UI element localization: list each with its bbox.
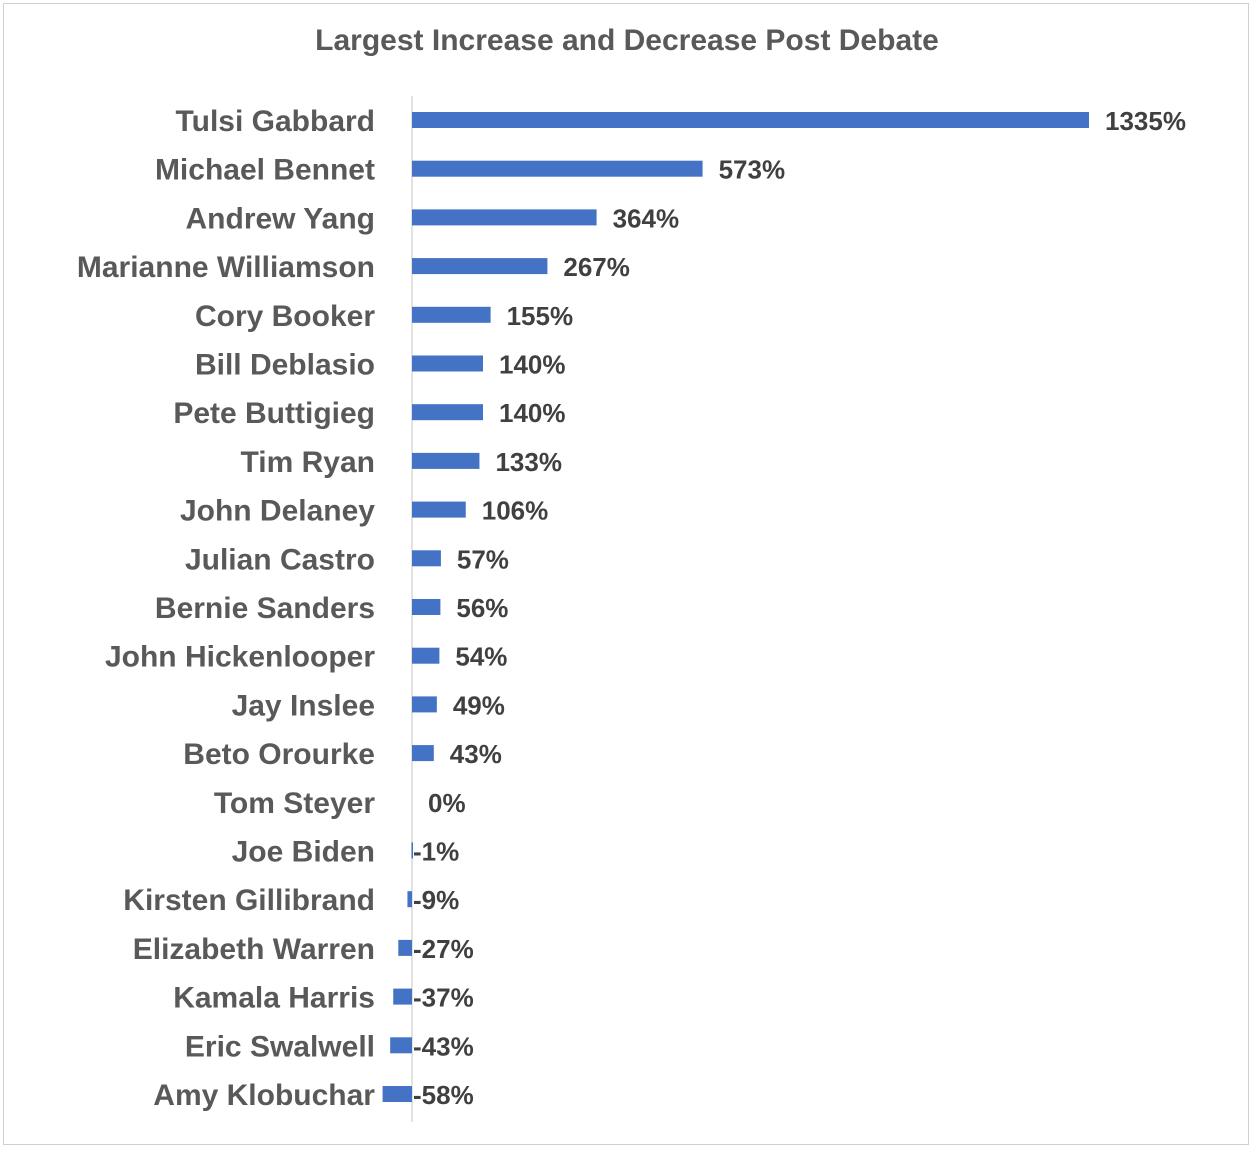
data-label: 43%	[450, 739, 502, 769]
category-label: Jay Inslee	[232, 689, 375, 722]
data-label: 133%	[495, 447, 561, 477]
data-label: 364%	[613, 203, 680, 233]
bar	[412, 160, 703, 177]
data-label: -1%	[413, 837, 459, 867]
data-label: 267%	[563, 252, 630, 282]
bar	[382, 1086, 412, 1102]
bar	[393, 988, 412, 1005]
bar	[412, 452, 480, 469]
data-label: 54%	[455, 642, 507, 672]
data-label: 56%	[456, 593, 508, 623]
bar	[412, 599, 441, 615]
bar	[412, 355, 483, 372]
category-label: Joe Biden	[232, 836, 375, 869]
category-label: Tim Ryan	[241, 446, 376, 479]
data-label: -58%	[413, 1080, 474, 1110]
chart-frame	[3, 3, 1249, 1145]
category-label: Tom Steyer	[214, 787, 375, 820]
data-label: 106%	[482, 496, 548, 526]
category-label: Marianne Williamson	[77, 251, 375, 284]
bar	[412, 647, 440, 664]
category-label: Bill Deblasio	[195, 349, 375, 382]
data-label: 140%	[499, 350, 565, 380]
category-label: John Hickenlooper	[105, 641, 375, 674]
category-label: Tulsi Gabbard	[176, 105, 375, 138]
data-label: 140%	[499, 398, 565, 428]
data-label: 0%	[428, 788, 466, 818]
data-label: 573%	[719, 155, 786, 185]
data-label: 49%	[453, 690, 505, 720]
category-label: Beto Orourke	[183, 738, 375, 771]
bar	[412, 112, 1089, 128]
bar	[412, 696, 437, 713]
category-label: Eric Swalwell	[185, 1030, 375, 1063]
category-label: Amy Klobuchar	[153, 1079, 375, 1112]
bar	[407, 891, 412, 908]
bar	[412, 501, 466, 518]
bar	[390, 1037, 412, 1054]
category-label: Kirsten Gillibrand	[123, 884, 375, 917]
bar	[412, 209, 597, 226]
data-label: 1335%	[1105, 106, 1186, 136]
category-label: Cory Booker	[195, 300, 375, 333]
category-label: Kamala Harris	[173, 982, 375, 1015]
category-label: John Delaney	[180, 495, 375, 528]
data-label: -43%	[413, 1031, 474, 1061]
bar	[411, 842, 413, 859]
bar	[412, 745, 434, 762]
data-label: -37%	[413, 983, 474, 1013]
bar	[412, 258, 548, 275]
bar	[412, 306, 491, 323]
data-label: 57%	[457, 544, 509, 574]
category-label: Elizabeth Warren	[133, 933, 375, 966]
category-label: Julian Castro	[185, 543, 375, 576]
data-label: -27%	[413, 934, 474, 964]
chart-title: Largest Increase and Decrease Post Debat…	[315, 24, 939, 57]
data-label: -9%	[413, 885, 459, 915]
bar	[398, 939, 412, 956]
category-label: Andrew Yang	[186, 202, 376, 235]
category-label: Pete Buttigieg	[173, 397, 375, 430]
data-label: 155%	[507, 301, 574, 331]
category-label: Michael Bennet	[155, 154, 375, 187]
category-label: Bernie Sanders	[155, 592, 375, 625]
bar	[412, 404, 483, 421]
bar	[412, 550, 441, 567]
